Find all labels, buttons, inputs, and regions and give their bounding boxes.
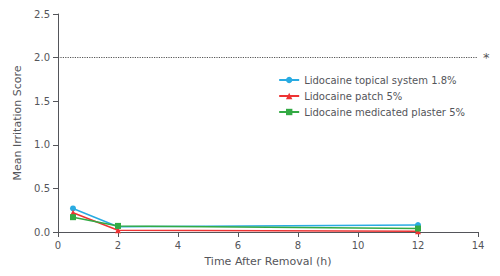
svg-text:0: 0	[55, 240, 61, 251]
svg-text:Mean Irritation Score: Mean Irritation Score	[11, 65, 24, 180]
svg-text:1.5: 1.5	[34, 96, 50, 107]
svg-text:8: 8	[295, 240, 301, 251]
svg-text:0.0: 0.0	[34, 227, 50, 238]
svg-text:Lidocaine patch 5%: Lidocaine patch 5%	[304, 91, 402, 102]
svg-text:2.5: 2.5	[34, 9, 50, 20]
svg-text:*: *	[483, 50, 490, 65]
svg-text:Time After Removal (h): Time After Removal (h)	[203, 255, 331, 268]
svg-text:10: 10	[352, 240, 365, 251]
svg-text:6: 6	[235, 240, 241, 251]
svg-text:Lidocaine topical system 1.8%: Lidocaine topical system 1.8%	[304, 75, 456, 86]
svg-text:1.0: 1.0	[34, 139, 50, 150]
svg-text:Lidocaine medicated plaster 5%: Lidocaine medicated plaster 5%	[304, 107, 465, 118]
svg-text:2: 2	[115, 240, 121, 251]
svg-text:4: 4	[175, 240, 181, 251]
svg-text:12: 12	[412, 240, 425, 251]
svg-text:14: 14	[472, 240, 485, 251]
svg-text:2.0: 2.0	[34, 52, 50, 63]
svg-text:0.5: 0.5	[34, 183, 50, 194]
